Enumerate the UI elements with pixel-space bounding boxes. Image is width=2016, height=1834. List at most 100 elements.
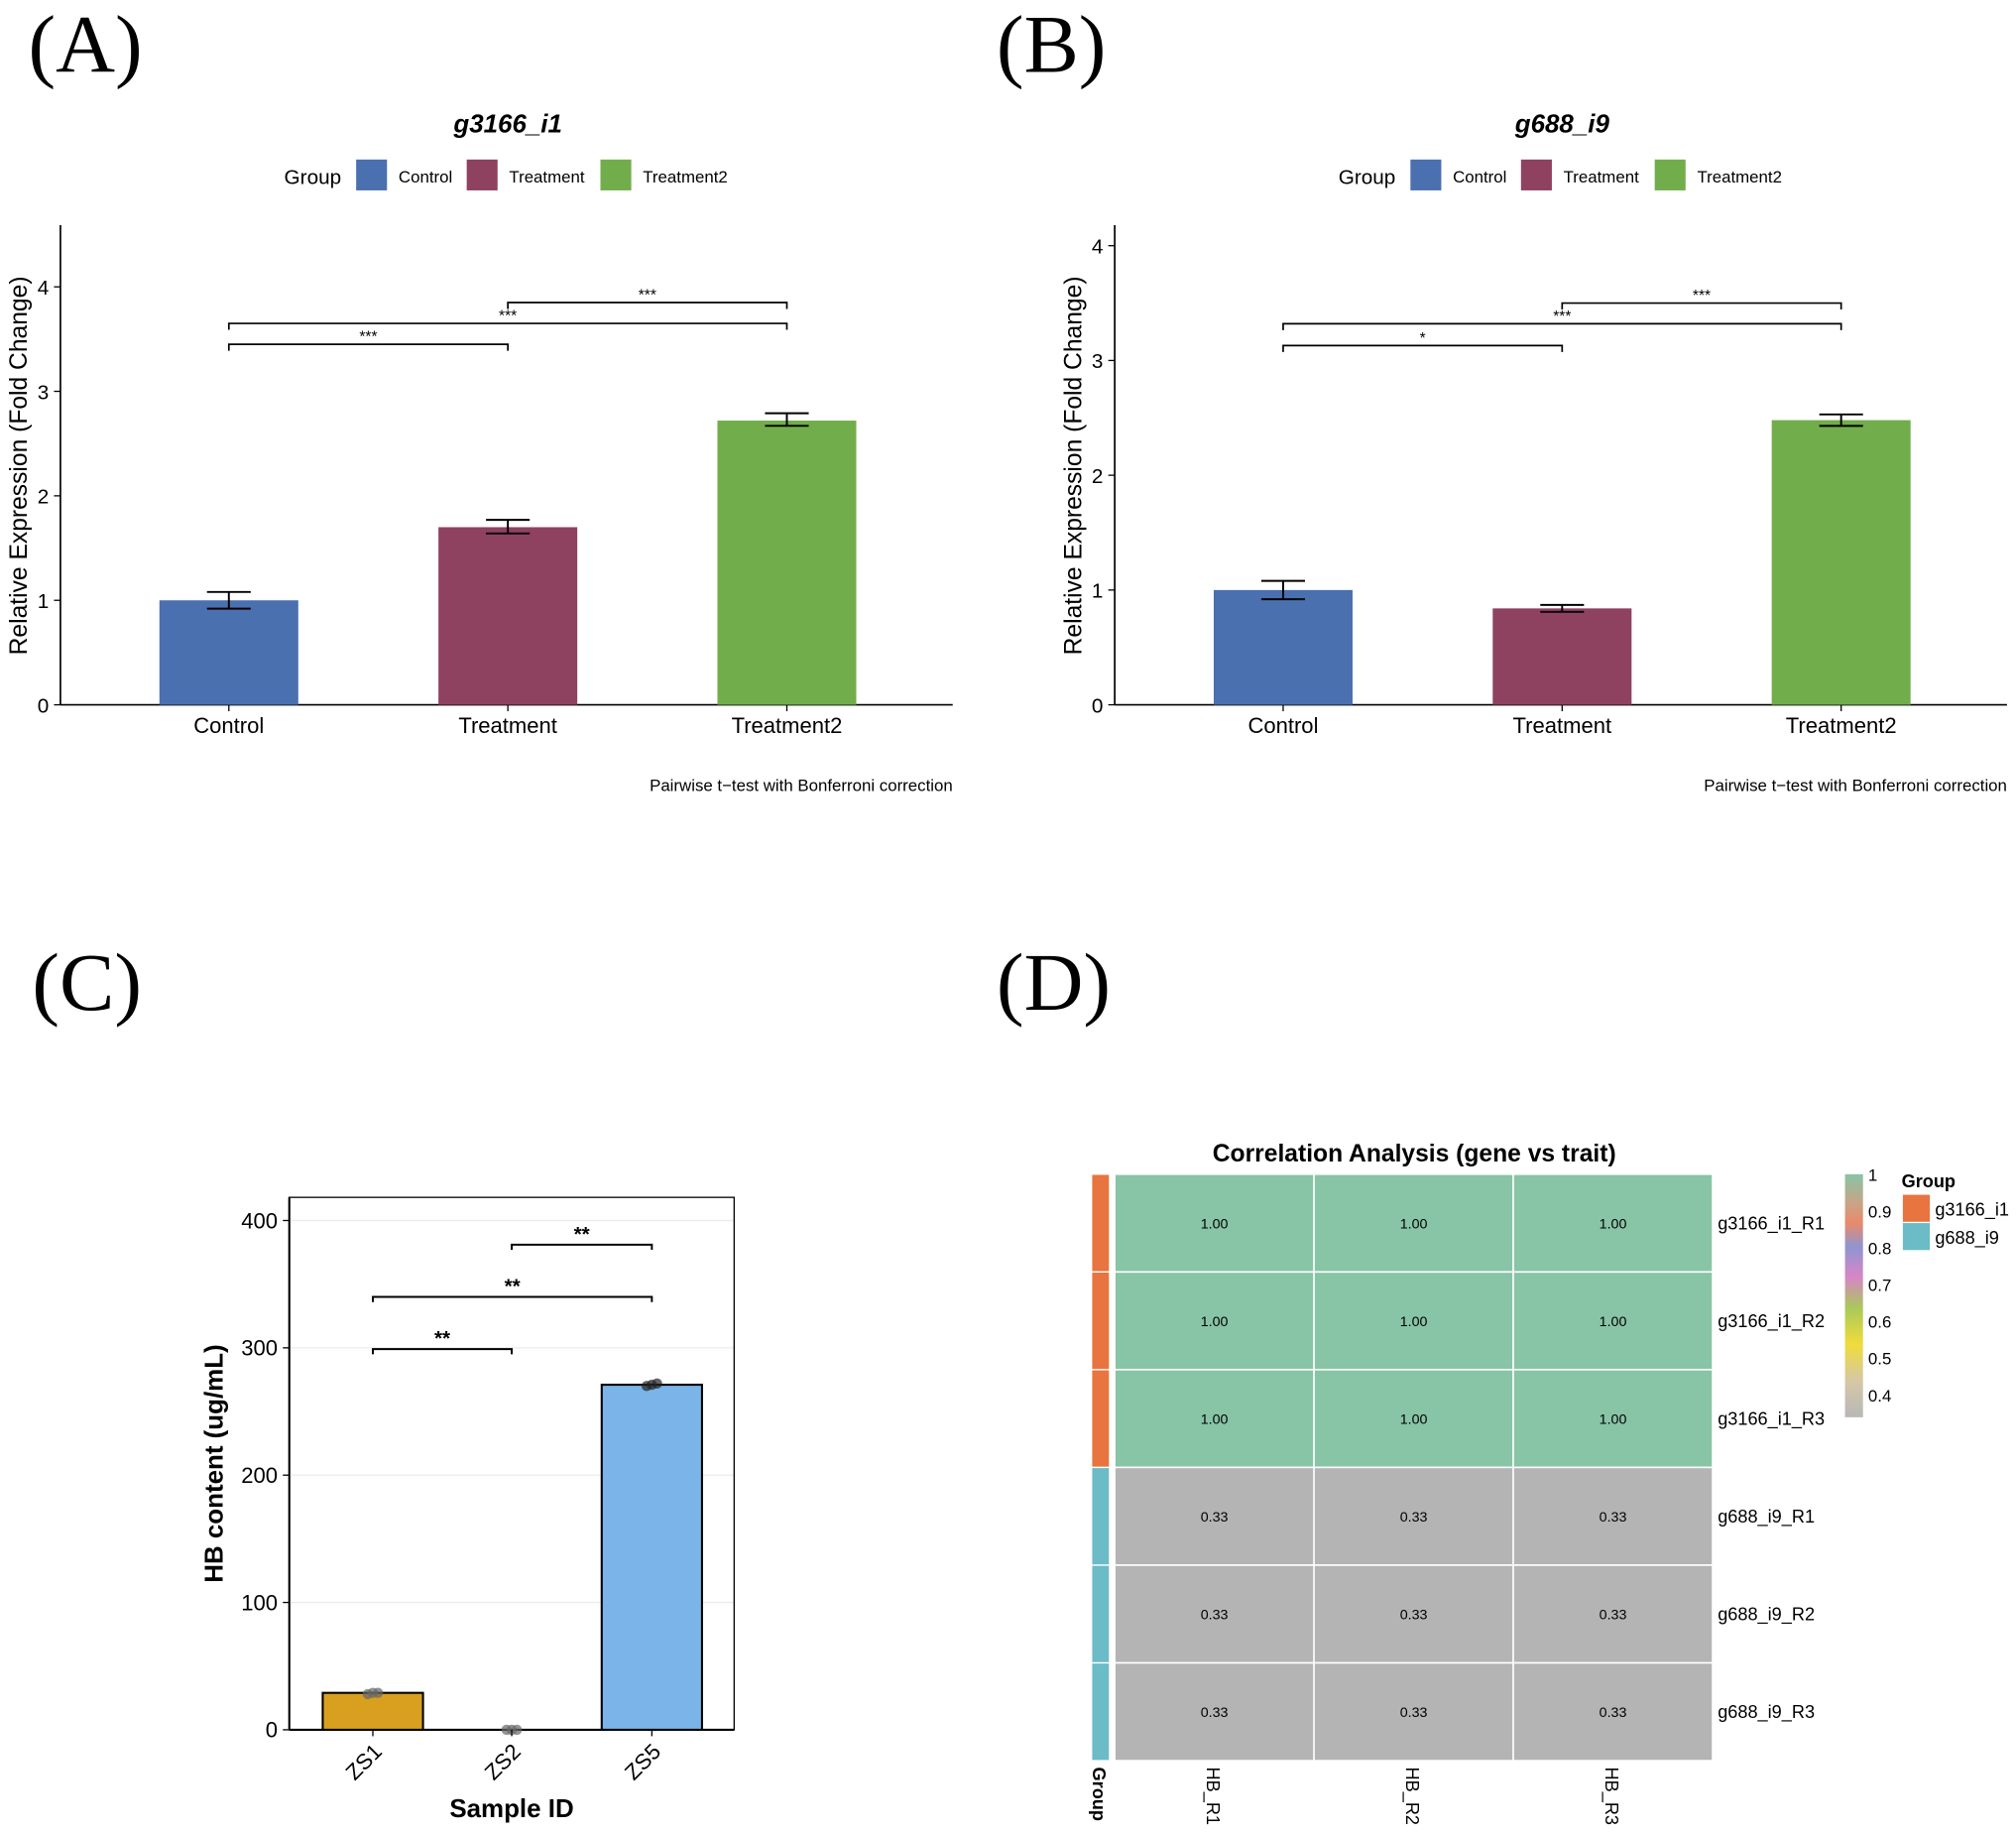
cell-value: 1.00: [1600, 1314, 1627, 1330]
cell-value: 1.00: [1400, 1216, 1428, 1232]
colorbar-tick-label: 0.8: [1868, 1239, 1891, 1258]
legend-swatch: [1654, 159, 1686, 190]
row-label: g3166_i1_R2: [1718, 1311, 1825, 1332]
y-tick-label: 2: [1092, 465, 1104, 488]
significance-label: ***: [1693, 288, 1711, 305]
colorbar-tick-label: 0.9: [1868, 1202, 1891, 1221]
group-annotation-cell: [1091, 1271, 1111, 1371]
group-annotation-cell: [1091, 1369, 1111, 1469]
legend-title: Group: [1339, 166, 1396, 188]
y-axis-label: HB content (ug/mL): [200, 1344, 228, 1582]
y-tick-label: 0: [1092, 694, 1104, 717]
significance-bracket: [1282, 322, 1842, 330]
x-tick-label: ZS2: [480, 1739, 526, 1784]
bar-treatment: [438, 527, 578, 705]
heatmap-cell: [1114, 1466, 1315, 1566]
bar-zs1: [321, 1691, 424, 1731]
row-label: g688_i9_R3: [1718, 1702, 1815, 1723]
legend-swatch: [466, 159, 498, 190]
heatmap-cell: [1512, 1466, 1714, 1566]
significance-label: ***: [359, 329, 377, 346]
heatmap-title: Correlation Analysis (gene vs trait): [1213, 1141, 1616, 1167]
significance-bracket: [372, 1348, 514, 1355]
data-point: [512, 1724, 523, 1736]
cell-value: 0.33: [1400, 1510, 1428, 1526]
y-tick-label: 3: [38, 381, 50, 404]
cell-value: 0.33: [1201, 1607, 1229, 1623]
bar-zs5: [600, 1384, 703, 1731]
colorbar-tick-label: 0.5: [1868, 1350, 1891, 1369]
panel-d-heatmap: Correlation Analysis (gene vs trait) 1.00…: [1089, 1141, 2009, 1825]
cell-value: 0.33: [1600, 1510, 1627, 1526]
heatmap-cell: [1512, 1271, 1714, 1371]
cell-value: 1.00: [1400, 1314, 1428, 1330]
y-tick-label: 3: [1092, 350, 1104, 373]
cell-value: 0.33: [1600, 1607, 1627, 1623]
heatmap-cell: [1114, 1271, 1315, 1371]
error-bar: [1260, 579, 1306, 601]
group-annotation-cell: [1091, 1173, 1111, 1273]
column-label: HB_R2: [1401, 1768, 1422, 1825]
error-bar: [206, 590, 251, 610]
error-bar: [1819, 413, 1863, 428]
y-tick-label: 0: [266, 1718, 278, 1743]
x-tick-label: Treatment: [1513, 713, 1612, 738]
cell-value: 0.33: [1201, 1510, 1229, 1526]
bar-treatment2: [1771, 420, 1911, 705]
significance-label: ***: [1553, 308, 1571, 325]
colorbar-tick-label: 0.7: [1868, 1277, 1891, 1295]
significance-label: **: [574, 1223, 591, 1246]
colorbar: [1844, 1173, 1863, 1417]
colorbar-tick-label: 0.6: [1868, 1313, 1891, 1332]
legend-title: Group: [285, 166, 342, 188]
bar-control: [1213, 589, 1353, 705]
row-label: g3166_i1_R1: [1718, 1214, 1825, 1235]
legend-label: Control: [1453, 168, 1506, 186]
significance-bracket: [227, 322, 788, 330]
row-label: g688_i9_R1: [1718, 1507, 1815, 1528]
x-tick-label: Treatment2: [732, 713, 843, 738]
caption: Pairwise t−test with Bonferroni correcti…: [650, 776, 953, 795]
legend-swatch: [356, 159, 388, 190]
cell-value: 0.33: [1600, 1705, 1627, 1721]
y-axis-label: Relative Expression (Fold Change): [1060, 276, 1087, 655]
x-axis-label: Sample ID: [449, 1795, 573, 1823]
cell-value: 0.33: [1400, 1705, 1428, 1721]
group-legend-title: Group: [1902, 1171, 1956, 1191]
error-bar: [1540, 603, 1585, 613]
bar-treatment2: [717, 421, 857, 705]
bar-control: [159, 600, 298, 705]
column-label: HB_R3: [1601, 1768, 1621, 1825]
y-tick-label: 4: [38, 277, 50, 300]
significance-label: **: [505, 1276, 522, 1298]
data-point: [652, 1378, 662, 1389]
x-tick-label: ZS1: [341, 1739, 387, 1784]
significance-bracket: [227, 343, 509, 351]
legend-label: Treatment: [509, 168, 584, 186]
significance-label: *: [1420, 330, 1426, 347]
error-bar: [765, 412, 809, 428]
group-legend-label: g688_i9: [1935, 1228, 1999, 1249]
group-annotation-cell: [1091, 1564, 1111, 1664]
y-axis-label: Relative Expression (Fold Change): [6, 276, 33, 655]
error-bar: [486, 519, 531, 535]
significance-bracket: [507, 302, 788, 309]
group-annotation-label: Group: [1089, 1768, 1109, 1821]
panel-label-b: (B): [997, 0, 1107, 90]
legend-label: Treatment: [1564, 168, 1639, 186]
y-tick-label: 0: [38, 694, 50, 717]
heatmap-cell: [1114, 1661, 1315, 1762]
group-legend-swatch: [1902, 1194, 1931, 1222]
panel-label-d: (D): [997, 936, 1111, 1028]
significance-bracket: [372, 1295, 653, 1302]
y-tick-label: 200: [241, 1463, 278, 1488]
heatmap-cell: [1512, 1661, 1714, 1762]
legend-swatch: [1520, 159, 1552, 190]
heatmap-cell: [1512, 1173, 1714, 1274]
column-label: HB_R1: [1202, 1768, 1223, 1825]
heatmap-cell: [1313, 1466, 1514, 1566]
legend-swatch: [1410, 159, 1442, 190]
significance-label: **: [434, 1327, 451, 1350]
x-tick-label: ZS5: [620, 1739, 665, 1784]
